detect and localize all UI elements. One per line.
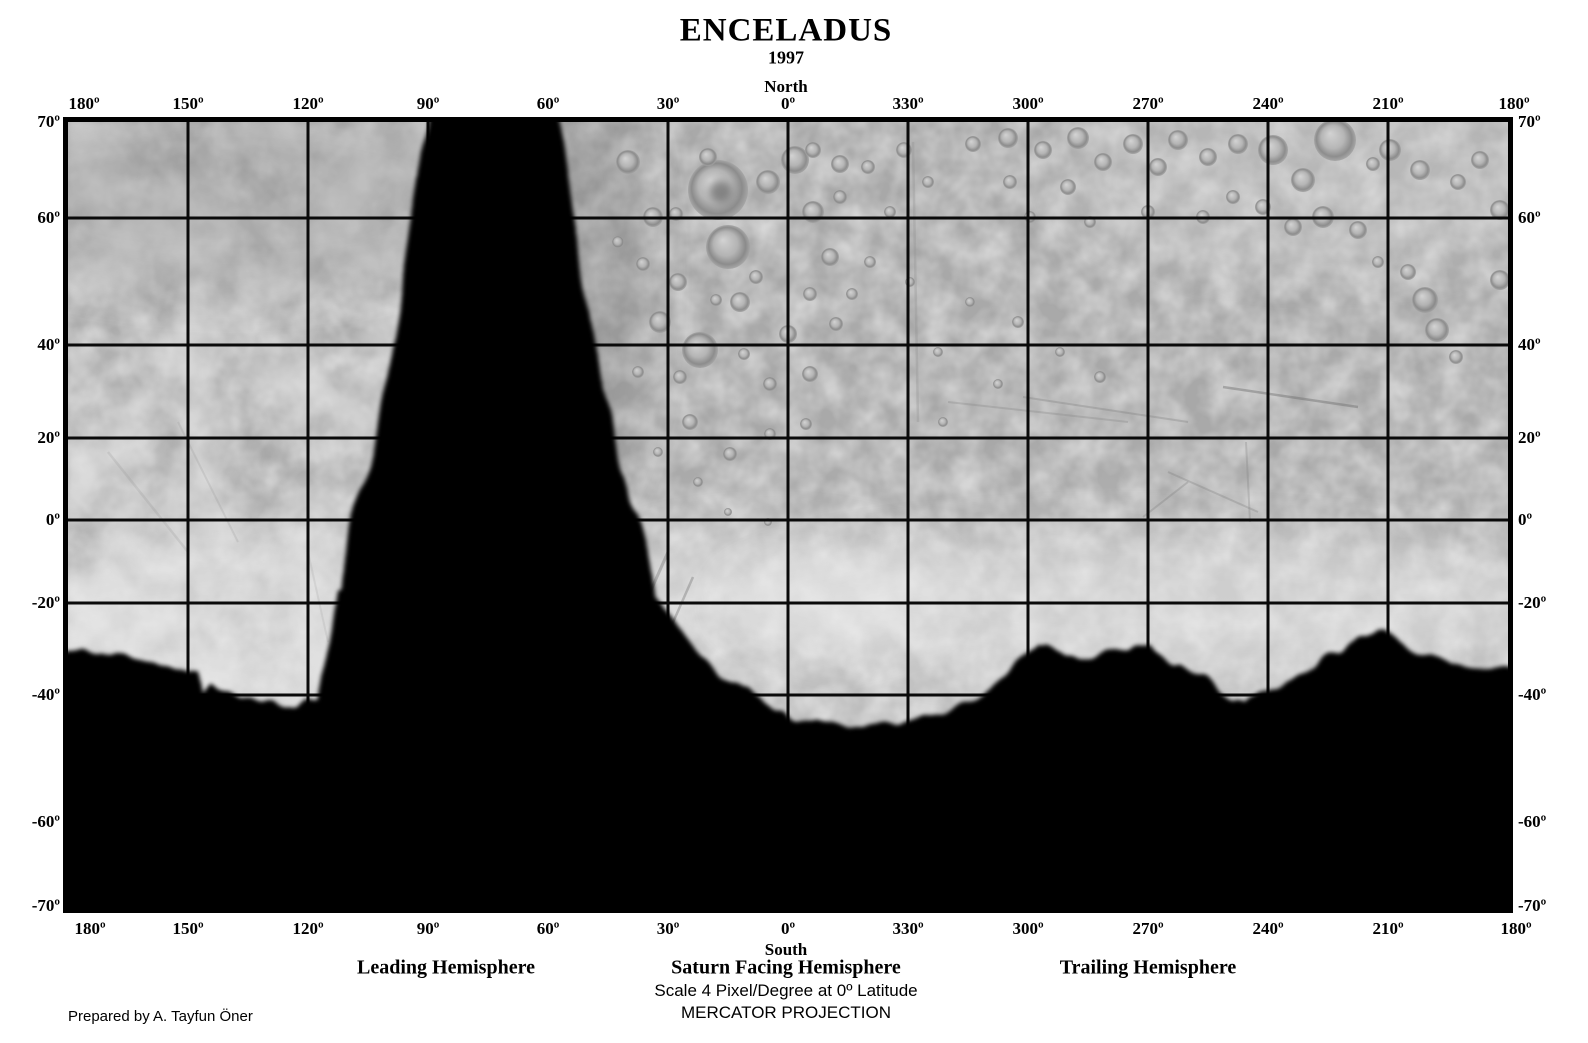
longitude-tick-bottom: 240º	[1252, 919, 1284, 938]
map-border	[63, 117, 1513, 913]
longitude-tick-bottom: 150º	[172, 919, 204, 938]
page-title: ENCELADUS	[679, 12, 893, 49]
latitude-tick-left: -20º	[31, 593, 60, 612]
longitude-tick-top: 180º	[68, 94, 100, 113]
longitude-tick-bottom: 90º	[416, 919, 440, 938]
scale-note: Scale 4 Pixel/Degree at 0º Latitude	[654, 981, 918, 1000]
longitude-tick-bottom: 270º	[1132, 919, 1164, 938]
longitude-tick-top: 210º	[1372, 94, 1404, 113]
latitude-tick-left: 70º	[37, 112, 60, 131]
latitude-tick-right: 40º	[1518, 335, 1541, 354]
longitude-tick-top: 270º	[1132, 94, 1164, 113]
latitude-tick-right: -60º	[1518, 812, 1547, 831]
saturn-facing-hemisphere-label: Saturn Facing Hemisphere	[671, 956, 901, 979]
latitude-tick-right: 70º	[1518, 112, 1541, 131]
north-label: North	[764, 77, 808, 96]
longitude-tick-top: 90º	[416, 94, 440, 113]
longitude-tick-top: 0º	[780, 94, 796, 113]
latitude-tick-right: 60º	[1518, 208, 1541, 227]
longitude-tick-bottom: 60º	[536, 919, 560, 938]
longitude-tick-bottom: 180º	[1500, 919, 1532, 938]
latitude-tick-left: -40º	[31, 685, 60, 704]
latitude-tick-left: -70º	[31, 896, 60, 915]
groove-lineaments	[107, 141, 1359, 653]
ali-baba-crater-floor	[710, 181, 732, 203]
no-data-regions	[68, 122, 1508, 908]
longitude-tick-top: 150º	[172, 94, 204, 113]
longitude-tick-top: 180º	[1498, 94, 1530, 113]
longitude-tick-bottom: 300º	[1012, 919, 1044, 938]
latitude-tick-right: -40º	[1518, 685, 1547, 704]
longitude-tick-top: 30º	[656, 94, 680, 113]
latitude-tick-right: 20º	[1518, 428, 1541, 447]
longitude-tick-top: 300º	[1012, 94, 1044, 113]
trailing-hemisphere-label: Trailing Hemisphere	[1059, 956, 1237, 979]
credit-line: Prepared by A. Tayfun Öner	[68, 1008, 253, 1025]
crater-field	[612, 122, 1508, 526]
longitude-tick-bottom: 210º	[1372, 919, 1404, 938]
longitude-tick-top: 330º	[892, 94, 924, 113]
latitude-tick-right: -70º	[1518, 896, 1547, 915]
latitude-tick-right: 0º	[1518, 510, 1533, 529]
leading-hemisphere-label: Leading Hemisphere	[357, 956, 535, 979]
latitude-tick-left: 40º	[37, 335, 60, 354]
latitude-tick-left: 60º	[37, 208, 60, 227]
latitude-tick-right: -20º	[1518, 593, 1547, 612]
map-year: 1997	[768, 47, 804, 68]
latitude-tick-left: 0º	[45, 510, 60, 529]
longitude-tick-bottom: 30º	[656, 919, 680, 938]
latitude-tick-left: 20º	[37, 428, 60, 447]
latitude-tick-left: -60º	[31, 812, 60, 831]
longitude-tick-bottom: 120º	[292, 919, 324, 938]
longitude-tick-bottom: 0º	[780, 919, 796, 938]
longitude-tick-bottom: 180º	[74, 919, 106, 938]
south-label: South	[764, 940, 808, 959]
longitude-tick-top: 120º	[292, 94, 324, 113]
longitude-tick-bottom: 330º	[892, 919, 924, 938]
longitude-tick-top: 60º	[536, 94, 560, 113]
longitude-tick-top: 240º	[1252, 94, 1284, 113]
projection-note: MERCATOR PROJECTION	[681, 1003, 891, 1022]
map-canvas	[63, 117, 1513, 913]
